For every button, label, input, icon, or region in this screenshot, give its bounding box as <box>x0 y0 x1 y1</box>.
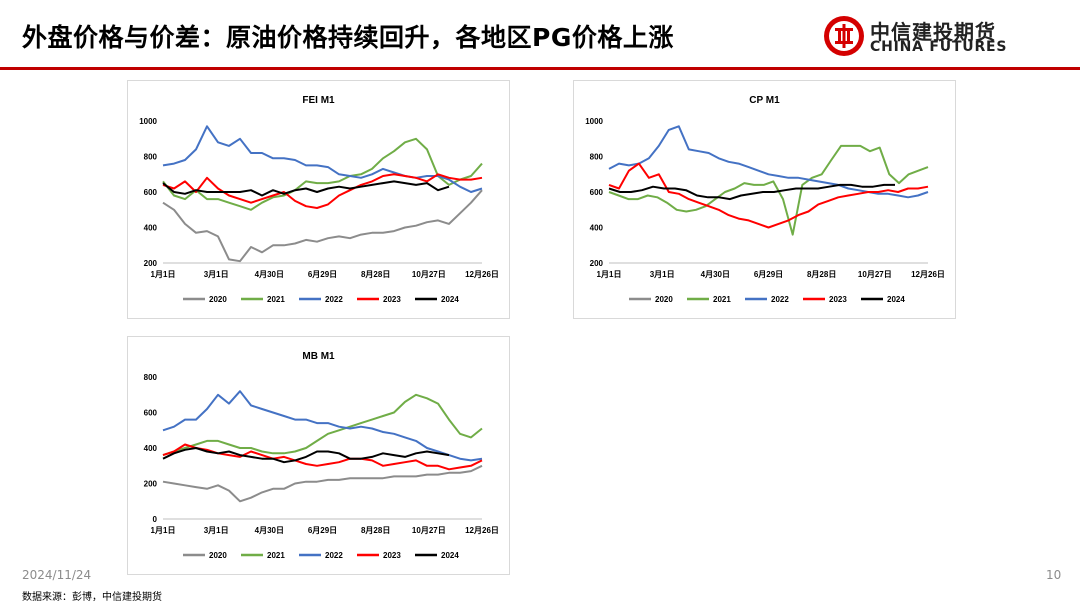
x-tick-label: 3月1日 <box>204 270 229 279</box>
legend-label: 2021 <box>713 295 731 304</box>
company-logo: 中信建投期货 CHINA FUTURES <box>822 14 1062 58</box>
x-tick-label: 6月29日 <box>308 270 337 279</box>
legend-label: 2022 <box>325 551 343 560</box>
series-line-2022 <box>608 125 929 199</box>
series-line-2024 <box>162 180 450 197</box>
series-line-2021 <box>162 393 483 457</box>
page-number: 10 <box>1046 568 1062 582</box>
x-tick-label: 12月26日 <box>911 270 945 279</box>
series-line-2022 <box>162 125 483 193</box>
chart-panel-mb: MB M1 0 200 400 600 800 1月1日 3月1日 4月30日 6月29日 8月28… <box>127 336 510 575</box>
legend-label: 2023 <box>383 551 401 560</box>
y-tick-label: 800 <box>590 153 604 162</box>
y-tick-label: 800 <box>144 153 158 162</box>
y-tick-label: 600 <box>144 188 158 197</box>
page-title: 外盘价格与价差：原油价格持续回升，各地区PG价格上涨 <box>22 23 674 52</box>
x-tick-label: 8月28日 <box>361 526 390 535</box>
series-line-2022 <box>162 390 483 462</box>
legend-label: 2024 <box>441 295 459 304</box>
x-tick-label: 4月30日 <box>701 270 730 279</box>
x-tick-label: 3月1日 <box>204 526 229 535</box>
y-tick-label: 400 <box>590 224 604 233</box>
x-tick-label: 12月26日 <box>465 526 499 535</box>
x-tick-label: 4月30日 <box>255 270 284 279</box>
legend-label: 2024 <box>887 295 905 304</box>
logo-text-cn: 中信建投期货 <box>870 20 996 44</box>
x-tick-label: 4月30日 <box>255 526 284 535</box>
series-line-2020 <box>162 189 483 263</box>
series-line-2024 <box>162 447 450 464</box>
chart-cp: CP M1 200 400 600 800 1000 1月1日 3月1日 4月30日 6月29日 8… <box>585 95 945 304</box>
y-tick-label: 0 <box>153 515 158 524</box>
series-line-2021 <box>608 144 929 236</box>
x-tick-label: 1月1日 <box>151 526 176 535</box>
series-line-2021 <box>162 137 483 211</box>
chart-title: CP M1 <box>749 95 780 106</box>
y-tick-label: 400 <box>144 444 158 453</box>
legend-label: 2023 <box>383 295 401 304</box>
chart-title: FEI M1 <box>302 95 335 106</box>
y-tick-label: 600 <box>590 188 604 197</box>
legend-label: 2021 <box>267 551 285 560</box>
header-divider <box>0 67 1080 70</box>
chart-panel-fei: FEI M1 200 400 600 800 1000 1月1日 3月1日 4月30日 6月29日… <box>127 80 510 319</box>
series-line-2020 <box>162 464 483 503</box>
data-source: 数据来源：彭博，中信建投期货 <box>22 592 162 603</box>
x-tick-label: 6月29日 <box>308 526 337 535</box>
x-tick-label: 6月29日 <box>754 270 783 279</box>
chart-fei: FEI M1 200 400 600 800 1000 1月1日 3月1日 4月30日 6月29日… <box>139 95 499 304</box>
y-tick-label: 200 <box>144 480 158 489</box>
y-tick-label: 600 <box>144 409 158 418</box>
legend-label: 2024 <box>441 551 459 560</box>
series-line-2023 <box>162 173 483 209</box>
y-tick-label: 800 <box>144 373 158 382</box>
chart-title: MB M1 <box>302 351 335 362</box>
x-tick-label: 12月26日 <box>465 270 499 279</box>
series-line-2023 <box>608 162 929 229</box>
x-tick-label: 1月1日 <box>597 270 622 279</box>
footer-date: 2024/11/24 <box>22 568 92 582</box>
chart-mb: MB M1 0 200 400 600 800 1月1日 3月1日 4月30日 6月29日 8月28… <box>144 351 499 560</box>
y-tick-label: 1000 <box>585 117 603 126</box>
legend-label: 2020 <box>655 295 673 304</box>
x-tick-label: 8月28日 <box>361 270 390 279</box>
legend-label: 2022 <box>325 295 343 304</box>
legend-label: 2020 <box>209 295 227 304</box>
series-line-2024 <box>608 183 895 201</box>
y-tick-label: 400 <box>144 224 158 233</box>
x-tick-label: 8月28日 <box>807 270 836 279</box>
legend-label: 2021 <box>267 295 285 304</box>
x-tick-label: 1月1日 <box>151 270 176 279</box>
x-tick-label: 10月27日 <box>858 270 892 279</box>
legend-label: 2023 <box>829 295 847 304</box>
x-tick-label: 10月27日 <box>412 270 446 279</box>
legend-label: 2022 <box>771 295 789 304</box>
y-tick-label: 200 <box>590 259 604 268</box>
chart-panel-cp: CP M1 200 400 600 800 1000 1月1日 3月1日 4月30日 6月29日 8… <box>573 80 956 319</box>
x-tick-label: 10月27日 <box>412 526 446 535</box>
x-tick-label: 3月1日 <box>650 270 675 279</box>
logo-text-en: CHINA FUTURES <box>870 39 1008 55</box>
citic-logo-icon <box>824 16 864 56</box>
y-tick-label: 1000 <box>139 117 157 126</box>
series-line-2023 <box>162 443 483 471</box>
legend-label: 2020 <box>209 551 227 560</box>
y-tick-label: 200 <box>144 259 158 268</box>
